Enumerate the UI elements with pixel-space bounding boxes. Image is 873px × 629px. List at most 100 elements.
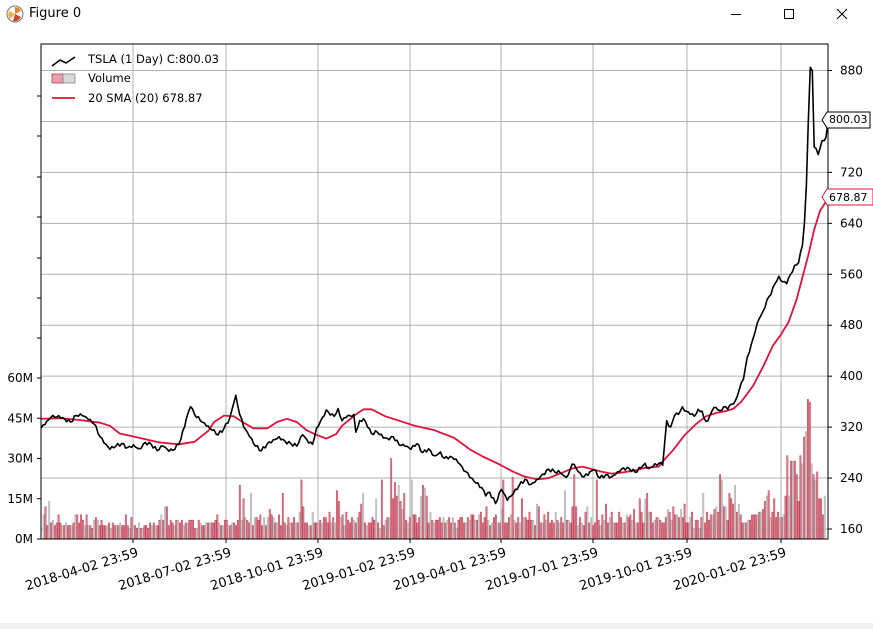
volume-bar	[752, 514, 755, 540]
volume-bar	[68, 525, 71, 540]
volume-bar	[336, 490, 338, 540]
volume-bar	[582, 525, 585, 540]
volume-bar	[339, 517, 342, 540]
volume-bar	[689, 517, 692, 540]
volume-bar	[154, 525, 157, 540]
volume-bar	[201, 525, 204, 540]
volume-bar	[151, 525, 153, 540]
volume-bar	[588, 522, 591, 540]
volume-bar	[184, 522, 187, 540]
volume-bar	[650, 511, 652, 540]
volume-bar	[760, 511, 763, 540]
matplotlib-app-icon	[6, 5, 24, 23]
volume-tick-label: 30M	[7, 452, 33, 466]
volume-bar	[440, 522, 443, 540]
volume-bar	[229, 525, 232, 540]
volume-bar	[50, 522, 52, 540]
last-value-markers: 800.03 678.87	[821, 111, 873, 206]
volume-bar	[496, 522, 499, 540]
volume-bar	[408, 517, 411, 540]
volume-bar	[80, 514, 82, 540]
volume-bar	[222, 525, 224, 540]
volume-bar	[138, 522, 140, 540]
volume-bar	[291, 522, 294, 540]
volume-bar	[620, 517, 622, 540]
navigation-toolbar[interactable]	[0, 623, 873, 629]
volume-bar	[423, 487, 426, 540]
volume-bar	[235, 525, 237, 540]
volume-bar	[631, 519, 634, 540]
volume-bar	[145, 525, 148, 540]
volume-bar	[474, 519, 477, 540]
grid-lines	[41, 44, 828, 539]
legend-volume-handle-up	[51, 73, 64, 84]
volume-bar	[519, 522, 522, 540]
volume-bar	[526, 519, 529, 540]
volume-bar	[536, 503, 538, 540]
volume-bar	[194, 527, 196, 540]
figure-canvas[interactable]: 1602403204004805606407208008800M15M30M45…	[0, 28, 873, 623]
close-button[interactable]	[819, 0, 865, 28]
volume-bar	[263, 517, 266, 540]
volume-bar	[281, 493, 284, 540]
volume-bar	[754, 514, 757, 540]
volume-bar	[793, 460, 796, 540]
volume-bar	[457, 519, 460, 540]
volume-bars	[42, 399, 826, 540]
volume-bar	[728, 493, 731, 540]
volume-bar	[186, 522, 189, 540]
volume-bar	[635, 522, 637, 540]
volume-bar	[491, 522, 493, 540]
volume-bar	[259, 514, 262, 540]
volume-bar	[352, 519, 355, 540]
volume-tick-label: 60M	[7, 371, 33, 385]
volume-bar	[455, 527, 458, 540]
volume-bar	[375, 498, 378, 540]
volume-bar	[498, 522, 501, 540]
price-line	[40, 66, 829, 505]
volume-bar	[70, 525, 73, 540]
sma-marker-box	[821, 188, 873, 206]
volume-bar	[786, 455, 789, 540]
volume-bar	[461, 517, 464, 540]
price-tick-label: 640	[840, 216, 863, 230]
volume-bar	[143, 525, 146, 540]
volume-bar	[109, 527, 112, 540]
close-icon	[836, 8, 848, 20]
volume-bar	[534, 525, 536, 540]
volume-bar	[707, 519, 710, 540]
volume-bar	[274, 522, 277, 540]
volume-bar	[311, 511, 314, 540]
volume-bar	[81, 519, 84, 540]
volume-bar	[337, 501, 340, 540]
volume-bar	[683, 503, 686, 540]
volume-bar	[293, 517, 295, 540]
volume-bar	[418, 517, 421, 540]
volume-bar	[782, 514, 785, 540]
volume-bar	[709, 514, 712, 540]
volume-bar	[558, 522, 561, 540]
volume-bar	[801, 463, 804, 540]
volume-bar	[257, 519, 260, 540]
volume-bar	[278, 514, 280, 540]
volume-bar	[128, 527, 131, 540]
volume-bar	[231, 522, 234, 540]
volume-bar	[399, 501, 402, 540]
maximize-button[interactable]	[766, 0, 812, 28]
volume-bar	[397, 485, 400, 540]
volume-bar	[55, 522, 58, 540]
volume-bar	[147, 527, 150, 540]
volume-bar	[250, 493, 252, 540]
minimize-button[interactable]	[713, 0, 759, 28]
price-tick-label: 240	[840, 471, 863, 485]
volume-bar	[468, 519, 471, 540]
volume-bar	[552, 522, 555, 540]
volume-bar	[674, 514, 677, 540]
volume-bar	[807, 399, 809, 540]
volume-bar	[743, 522, 746, 540]
volume-bar	[126, 525, 129, 540]
volume-bar	[736, 511, 738, 540]
volume-bar	[741, 522, 744, 540]
volume-bar	[380, 479, 383, 540]
volume-bar	[386, 517, 389, 540]
